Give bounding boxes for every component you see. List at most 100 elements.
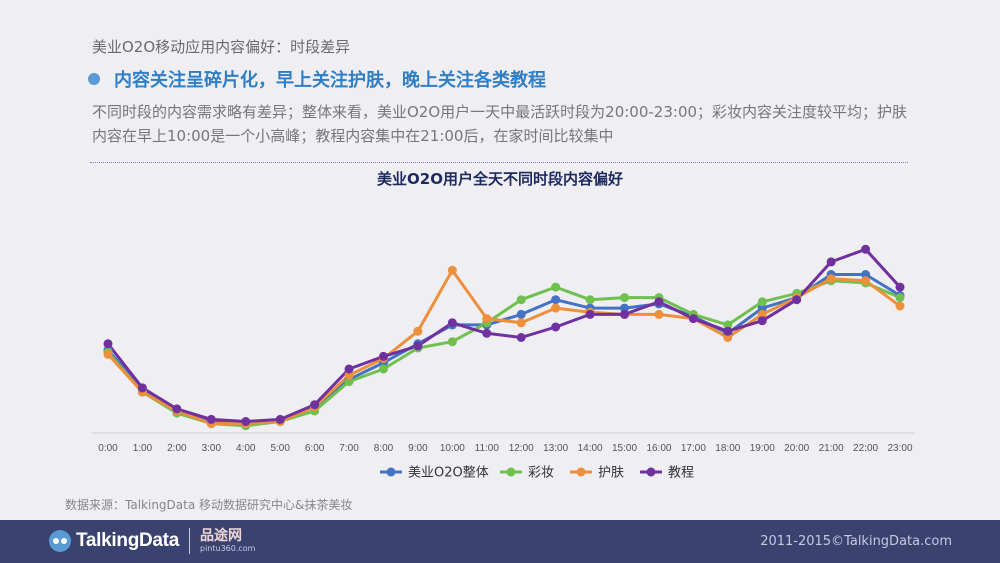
x-tick-label: 17:00	[681, 443, 706, 454]
x-tick-label: 5:00	[270, 443, 290, 454]
x-tick-label: 4:00	[236, 443, 256, 454]
line-chart: 0:00 1:00 2:00 3:00 4:00 5:00 6:00 7:00 8:00 9:00…	[92, 244, 915, 481]
data-point-1	[516, 295, 526, 305]
legend-marker-1	[506, 467, 516, 477]
brand-name: TalkingData	[76, 530, 179, 551]
x-tick-label: 20:00	[784, 443, 809, 454]
legend-marker-2	[576, 467, 586, 477]
data-point-3	[310, 400, 320, 410]
x-tick-label: 10:00	[440, 443, 465, 454]
data-point-2	[344, 370, 354, 380]
brand-separator	[188, 528, 190, 554]
data-point-2	[654, 309, 664, 319]
data-point-1	[585, 295, 595, 305]
data-point-2	[447, 265, 457, 275]
data-point-3	[895, 282, 905, 292]
data-point-1	[895, 293, 905, 303]
data-point-2	[757, 309, 767, 319]
data-point-3	[826, 257, 836, 267]
data-point-2	[723, 333, 733, 342]
x-tick-label: 2:00	[167, 443, 187, 454]
legend-label-2: 护肤	[598, 466, 624, 481]
legend-marker-3	[646, 467, 656, 477]
x-tick-label: 1:00	[133, 443, 153, 454]
data-point-3	[206, 414, 216, 424]
series-line-1	[106, 279, 901, 428]
data-point-2	[895, 301, 905, 311]
legend-label-1: 彩妆	[528, 466, 554, 481]
data-point-2	[482, 314, 492, 324]
data-point-3	[344, 364, 354, 374]
data-point-3	[688, 314, 698, 324]
x-tick-label: 15:00	[612, 443, 637, 454]
x-tick-label: 0:00	[98, 443, 118, 454]
x-tick-label: 23:00	[887, 443, 912, 454]
series-line-3	[106, 247, 902, 423]
data-point-1	[447, 337, 457, 347]
data-point-3	[792, 295, 802, 305]
talkingdata-logo-icon	[49, 530, 71, 552]
data-point-3	[103, 339, 113, 349]
data-point-3	[137, 383, 147, 393]
x-tick-label: 12:00	[509, 443, 534, 454]
data-point-0	[516, 309, 526, 319]
x-tick-label: 9:00	[408, 443, 428, 454]
x-tick-label: 18:00	[715, 443, 740, 454]
data-point-2	[103, 349, 113, 359]
data-point-2	[826, 274, 836, 284]
series-line-2	[106, 268, 901, 426]
data-point-0	[620, 303, 630, 313]
data-point-3	[585, 309, 595, 319]
footer-bar: TalkingData 品途网 pintu360.com 2011-2015©T…	[0, 520, 1000, 563]
data-point-2	[413, 326, 423, 336]
chart-title: 美业O2O用户全天不同时段内容偏好	[377, 170, 623, 188]
legend-marker-0	[386, 467, 396, 477]
data-point-3	[172, 404, 182, 414]
headline: 内容关注呈碎片化，早上关注护肤，晚上关注各类教程	[88, 66, 546, 92]
data-point-3	[551, 322, 561, 332]
bullet-icon	[88, 73, 100, 85]
data-source: 数据来源：TalkingData 移动数据研究中心&抹茶美妆	[65, 498, 353, 512]
x-tick-label: 22:00	[853, 443, 878, 454]
data-point-3	[654, 297, 664, 307]
data-point-1	[757, 297, 767, 307]
data-point-2	[861, 276, 871, 286]
x-tick-label: 7:00	[339, 443, 359, 454]
copyright: 2011-2015©TalkingData.com	[760, 534, 952, 549]
data-point-3	[241, 417, 251, 426]
x-tick-label: 16:00	[646, 443, 671, 454]
x-tick-label: 13:00	[543, 443, 568, 454]
data-point-0	[861, 270, 871, 279]
brand: TalkingData 品途网 pintu360.com	[48, 528, 255, 554]
breadcrumb: 美业O2O移动应用内容偏好：时段差异	[92, 38, 351, 56]
legend-label-0: 美业O2O整体	[408, 466, 489, 481]
data-point-1	[378, 364, 388, 374]
partner-name: 品途网	[199, 528, 242, 544]
legend-label-3: 教程	[668, 465, 694, 481]
data-point-3	[447, 318, 457, 328]
description: 不同时段的内容需求略有差异；整体来看，美业O2O用户一天中最活跃时段为20:00…	[92, 103, 908, 145]
data-point-1	[551, 282, 561, 292]
x-tick-label: 14:00	[578, 443, 603, 454]
data-point-2	[516, 318, 526, 328]
x-tick-label: 21:00	[819, 443, 844, 454]
x-tick-label: 8:00	[374, 443, 394, 454]
divider	[90, 162, 908, 163]
data-point-3	[378, 351, 388, 361]
data-point-3	[861, 244, 871, 254]
x-tick-label: 6:00	[305, 443, 325, 454]
data-point-3	[413, 341, 423, 351]
data-point-3	[757, 316, 767, 326]
data-point-3	[275, 414, 285, 424]
data-point-0	[757, 303, 767, 313]
data-point-3	[620, 309, 630, 319]
x-tick-label: 11:00	[475, 443, 500, 454]
data-point-1	[344, 377, 354, 387]
x-tick-label: 19:00	[750, 443, 775, 454]
x-tick-label: 3:00	[202, 443, 222, 454]
headline-text: 内容关注呈碎片化，早上关注护肤，晚上关注各类教程	[114, 70, 546, 91]
data-point-1	[620, 293, 630, 303]
data-point-3	[516, 333, 526, 342]
data-point-1	[723, 320, 733, 330]
data-point-0	[551, 295, 561, 305]
